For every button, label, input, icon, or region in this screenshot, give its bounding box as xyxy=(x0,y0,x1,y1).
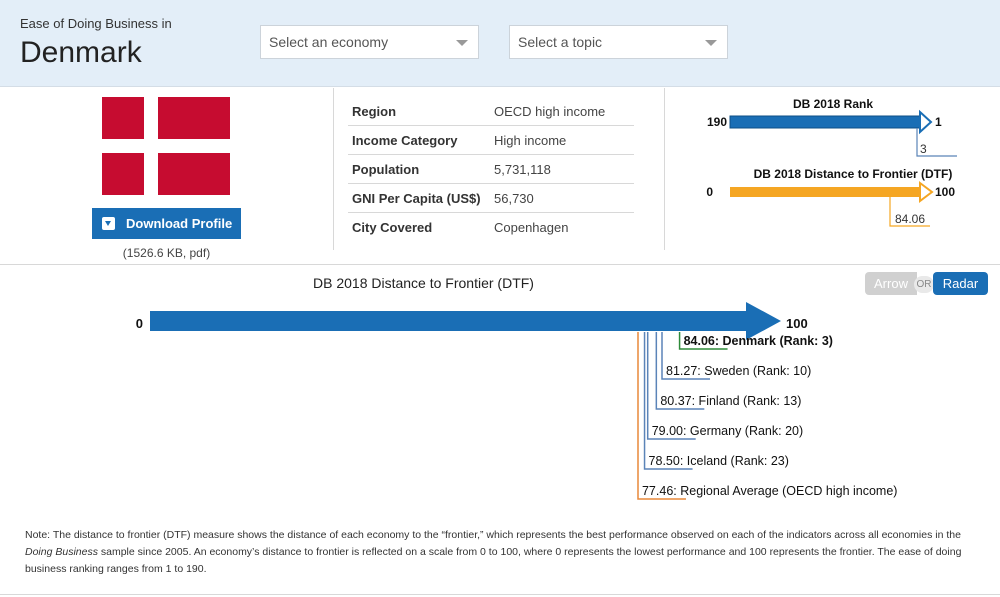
dtf-marker-line xyxy=(646,332,696,440)
economy-select-label: Select an economy xyxy=(269,34,389,50)
radar-toggle-button[interactable]: Radar xyxy=(933,272,988,295)
info-label: Population xyxy=(352,162,420,177)
dtf-marker xyxy=(889,197,930,227)
dtf-marker-line xyxy=(678,332,728,350)
topic-select[interactable]: Select a topic xyxy=(509,25,728,59)
info-label: Region xyxy=(352,104,397,119)
dtf-marker-line xyxy=(661,332,711,380)
info-value: 5,731,118 xyxy=(494,162,551,177)
header-kicker: Ease of Doing Business in xyxy=(20,16,172,31)
arrow-toggle-button[interactable]: Arrow xyxy=(865,272,917,295)
rank-title: DB 2018 Rank xyxy=(793,97,873,111)
chevron-down-icon xyxy=(705,40,717,46)
info-label: GNI Per Capita (US$) xyxy=(352,191,481,206)
info-label: Income Category xyxy=(352,133,458,148)
info-value: High income xyxy=(494,133,567,148)
topic-select-label: Select a topic xyxy=(518,34,603,50)
dtf-marker-label: 79.00: Germany (Rank: 20) xyxy=(652,424,803,438)
divider xyxy=(333,88,334,250)
chart-title: DB 2018 Distance to Frontier (DTF) xyxy=(313,275,534,291)
country-title: Denmark xyxy=(20,36,142,69)
profile-panel: Download Profile (1526.6 KB, pdf) xyxy=(0,88,333,264)
footnote: Note: The distance to frontier (DTF) mea… xyxy=(25,527,975,577)
dtf-arrow-shaft xyxy=(150,311,750,331)
footnote-text: sample since 2005. An economy’s distance… xyxy=(25,545,962,575)
divider xyxy=(0,594,1000,595)
dtf-marker-label: 84.06: Denmark (Rank: 3) xyxy=(684,334,833,348)
dtf-right-label: 100 xyxy=(935,185,955,199)
footnote-text: Note: The distance to frontier (DTF) mea… xyxy=(25,529,961,541)
header-banner: Ease of Doing Business in Denmark Select… xyxy=(0,0,1000,87)
dtf-marker-label: 77.46: Regional Average (OECD high incom… xyxy=(642,484,897,498)
dtf-arrow-head xyxy=(746,302,781,340)
dtf-value: 84.06 xyxy=(895,212,925,226)
info-label: City Covered xyxy=(352,220,433,235)
download-profile-button[interactable]: Download Profile xyxy=(92,208,241,239)
rank-marker xyxy=(916,128,957,157)
dtf-marker-line xyxy=(643,332,693,470)
chevron-down-icon xyxy=(456,40,468,46)
download-profile-label: Download Profile xyxy=(126,216,233,231)
divider xyxy=(0,264,1000,265)
dtf-left-label: 0 xyxy=(706,185,713,199)
info-value: OECD high income xyxy=(494,104,606,119)
toggle-or-separator: OR xyxy=(914,276,934,293)
rank-value: 3 xyxy=(920,142,927,156)
rank-right-label: 1 xyxy=(935,115,942,129)
divider xyxy=(664,88,665,250)
download-icon xyxy=(102,217,115,230)
footnote-italic: Doing Business xyxy=(25,545,98,558)
economy-select[interactable]: Select an economy xyxy=(260,25,479,59)
rank-arrow-shaft xyxy=(729,115,921,129)
mini-summary-graphic: DB 2018 Rank 190 1 3 DB 2018 Distance to… xyxy=(706,97,957,227)
dtf-marker-line xyxy=(655,332,705,410)
info-row-population: Population 5,731,118 xyxy=(348,155,634,184)
axis-right-label: 100 xyxy=(786,316,808,331)
denmark-flag-icon xyxy=(102,97,230,195)
info-value: Copenhagen xyxy=(494,220,569,235)
dtf-marker-label: 78.50: Iceland (Rank: 23) xyxy=(649,454,789,468)
dtf-arrow-shaft xyxy=(730,187,920,197)
info-value: 56,730 xyxy=(494,191,534,206)
economy-info-table: Region OECD high income Income Category … xyxy=(348,97,634,242)
rank-left-label: 190 xyxy=(707,115,727,129)
dtf-marker-label: 80.37: Finland (Rank: 13) xyxy=(660,394,801,408)
info-row-city: City Covered Copenhagen xyxy=(348,213,634,242)
info-row-income: Income Category High income xyxy=(348,126,634,155)
dtf-mini-title: DB 2018 Distance to Frontier (DTF) xyxy=(754,167,953,181)
dtf-marker-label: 81.27: Sweden (Rank: 10) xyxy=(666,364,811,378)
dtf-arrow-chart: 0 100 84.06: Denmark (Rank: 3) 81.27: Swe… xyxy=(136,302,897,500)
dtf-markers: 84.06: Denmark (Rank: 3) 81.27: Sweden (R… xyxy=(637,332,897,500)
file-size-text: (1526.6 KB, pdf) xyxy=(122,246,211,260)
info-row-region: Region OECD high income xyxy=(348,97,634,126)
axis-left-label: 0 xyxy=(136,316,143,331)
dtf-arrow-head xyxy=(919,181,934,203)
info-row-gni: GNI Per Capita (US$) 56,730 xyxy=(348,184,634,213)
dtf-marker-line xyxy=(637,332,686,500)
rank-arrow-head xyxy=(919,109,933,135)
